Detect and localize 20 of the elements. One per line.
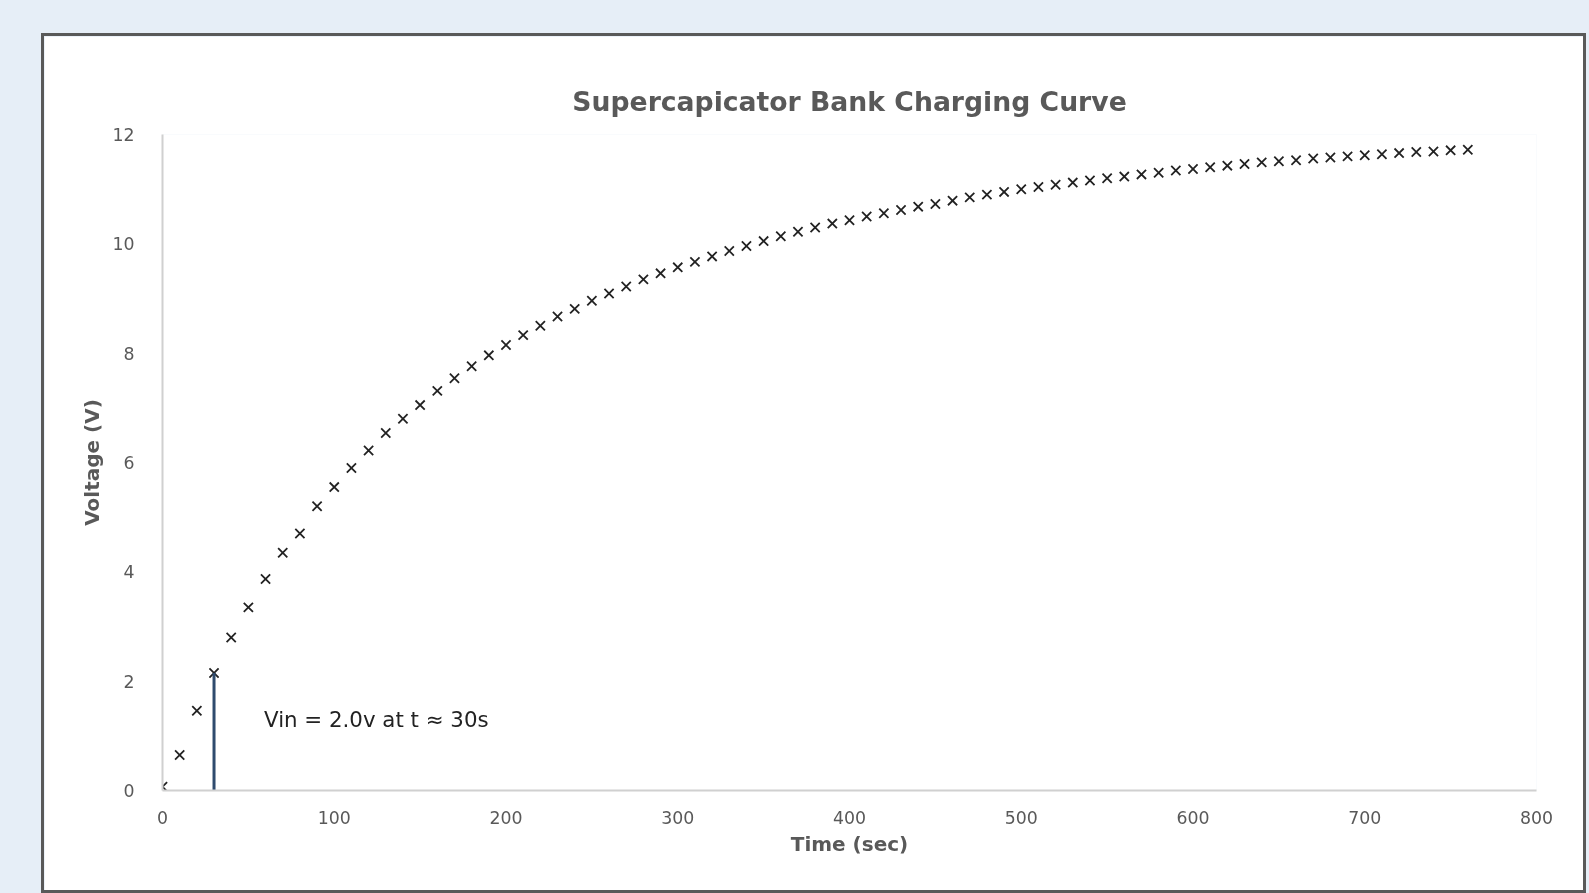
x-tick-label: 0 bbox=[156, 807, 169, 828]
x-tick-label: 200 bbox=[489, 807, 523, 828]
annotation: Vin = 2.0v at t ≈ 30s bbox=[264, 706, 489, 732]
x-tick-label: 100 bbox=[317, 807, 351, 828]
x-tick-label: 600 bbox=[1176, 807, 1210, 828]
y-tick-label: 10 bbox=[112, 234, 135, 255]
y-tick-label: 12 bbox=[112, 125, 135, 145]
x-tick-label: 400 bbox=[832, 807, 867, 828]
y-tick-label: 2 bbox=[123, 671, 135, 692]
y-axis-title: Voltage (V) bbox=[80, 399, 105, 526]
x-tick-label: 700 bbox=[1348, 807, 1382, 828]
y-tick-label: 8 bbox=[123, 343, 135, 364]
y-tick-label: 4 bbox=[123, 562, 135, 583]
chart-title: Supercapicator Bank Charging Curve bbox=[572, 85, 1127, 117]
x-tick-label: 300 bbox=[661, 807, 695, 828]
y-tick-label: 6 bbox=[123, 453, 135, 473]
x-axis-title: Time (sec) bbox=[790, 831, 909, 856]
x-tick-label: 800 bbox=[1519, 807, 1554, 828]
x-tick-label: 500 bbox=[1004, 807, 1038, 828]
y-tick-label: 0 bbox=[123, 781, 135, 801]
